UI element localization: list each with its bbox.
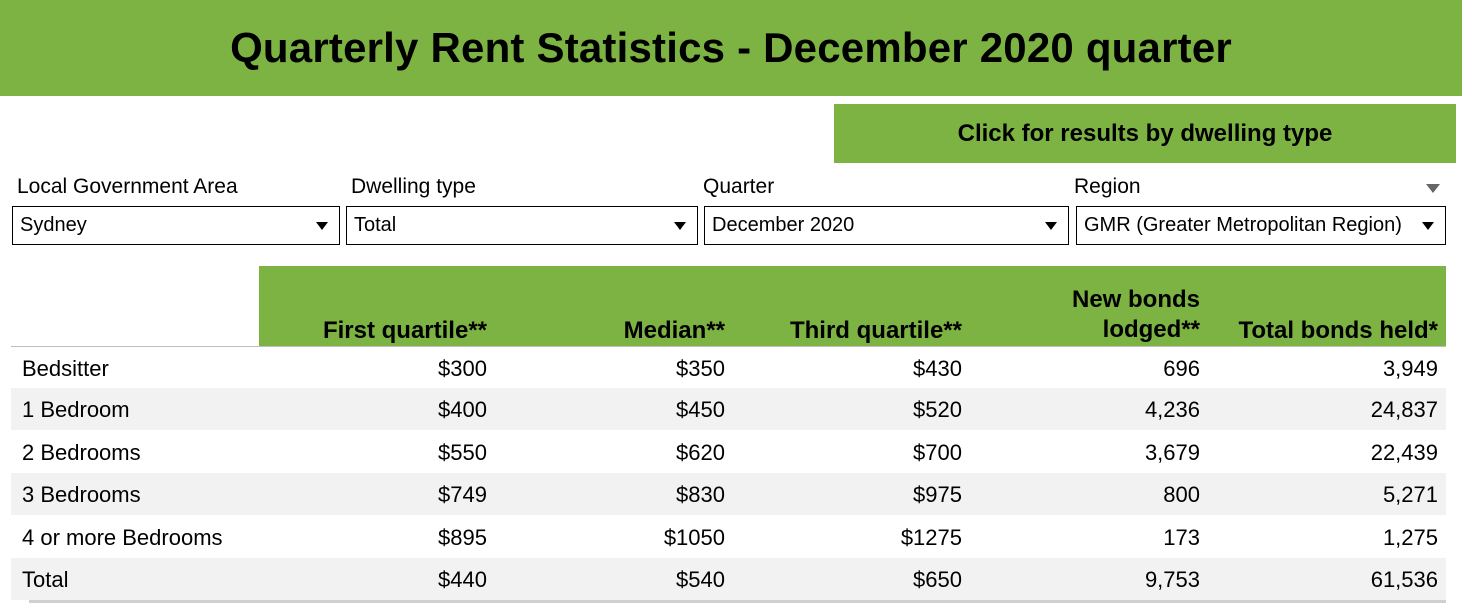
col-median: Median**: [623, 317, 725, 344]
table-cell: 61,536: [1370, 567, 1438, 592]
table-cell: 22,439: [1370, 440, 1438, 465]
table-cell: 5,271: [1382, 482, 1438, 507]
region-select-value: GMR (Greater Metropolitan Region): [1084, 214, 1402, 236]
table-cell: $300: [438, 356, 487, 381]
table-row: 3 Bedrooms $749 $830 $975 800 5,271: [11, 473, 1446, 515]
region-menu-arrow-icon[interactable]: [1426, 184, 1440, 193]
table-cell: $830: [676, 482, 725, 507]
table-cell: $430: [913, 356, 962, 381]
table-cell: $440: [438, 567, 487, 592]
table-cell: 696: [1163, 356, 1200, 381]
region-label: Region: [1074, 175, 1141, 198]
header-divider: [11, 346, 1446, 347]
dwelling-type-label: Dwelling type: [351, 175, 476, 198]
table-cell: $1050: [663, 525, 725, 550]
table-row: 4 or more Bedrooms $895 $1050 $1275 173 1,275: [11, 516, 1446, 558]
table-cell: $895: [438, 525, 487, 550]
row-label: Bedsitter: [22, 356, 109, 381]
table-cell: $350: [676, 356, 725, 381]
table-cell: 3,949: [1382, 356, 1438, 381]
region-select[interactable]: GMR (Greater Metropolitan Region): [1076, 206, 1446, 245]
table-cell: $650: [913, 567, 962, 592]
table-cell: $1275: [900, 525, 962, 550]
row-label: 1 Bedroom: [22, 397, 130, 422]
table-cell: 9,753: [1144, 567, 1200, 592]
lga-select-value: Sydney: [20, 214, 87, 236]
table-cell: $975: [913, 482, 962, 507]
table-bottom-border: [29, 600, 1446, 603]
table-row: 1 Bedroom $400 $450 $520 4,236 24,837: [11, 388, 1446, 430]
chevron-down-icon: [1045, 222, 1057, 230]
table-cell: 800: [1163, 482, 1200, 507]
table-cell: 24,837: [1370, 397, 1438, 422]
lga-select[interactable]: Sydney: [12, 206, 340, 245]
table-row: Total $440 $540 $650 9,753 61,536: [11, 558, 1446, 600]
dwelling-type-results-button[interactable]: Click for results by dwelling type: [834, 104, 1456, 163]
table-row: 2 Bedrooms $550 $620 $700 3,679 22,439: [11, 431, 1446, 473]
col-new-bonds-lodged: New bonds lodged**: [1072, 285, 1200, 345]
table-cell: $749: [438, 482, 487, 507]
table-cell: $520: [913, 397, 962, 422]
chevron-down-icon: [316, 222, 328, 230]
title-banner: Quarterly Rent Statistics - December 202…: [0, 0, 1462, 96]
quarter-select-value: December 2020: [712, 214, 855, 236]
table-cell: $540: [676, 567, 725, 592]
row-label: 2 Bedrooms: [22, 440, 141, 465]
table-cell: 3,679: [1144, 440, 1200, 465]
table-cell: 173: [1163, 525, 1200, 550]
table-cell: $700: [913, 440, 962, 465]
col-new-bonds-line2: lodged**: [1102, 316, 1200, 343]
quarter-select[interactable]: December 2020: [704, 206, 1069, 245]
col-total-bonds-held: Total bonds held*: [1238, 317, 1438, 344]
table-cell: $400: [438, 397, 487, 422]
table-row: Bedsitter $300 $350 $430 696 3,949: [11, 347, 1446, 389]
table-cell: $550: [438, 440, 487, 465]
table-cell: 4,236: [1144, 397, 1200, 422]
table-cell: 1,275: [1382, 525, 1438, 550]
quarter-label: Quarter: [703, 175, 775, 198]
table-header: [259, 266, 1446, 347]
lga-label: Local Government Area: [17, 175, 238, 198]
col-first-quartile: First quartile**: [322, 317, 487, 344]
page-title: Quarterly Rent Statistics - December 202…: [230, 24, 1232, 71]
row-label: Total: [22, 567, 69, 592]
dwelling-type-select-value: Total: [354, 214, 397, 236]
row-label: 4 or more Bedrooms: [22, 525, 223, 550]
chevron-down-icon: [1422, 222, 1434, 230]
col-new-bonds-line1: New bonds: [1071, 286, 1200, 313]
table-cell: $620: [676, 440, 725, 465]
dwelling-type-select[interactable]: Total: [346, 206, 698, 245]
chevron-down-icon: [674, 222, 686, 230]
col-third-quartile: Third quartile**: [789, 317, 962, 344]
table-cell: $450: [676, 397, 725, 422]
row-label: 3 Bedrooms: [22, 482, 141, 507]
